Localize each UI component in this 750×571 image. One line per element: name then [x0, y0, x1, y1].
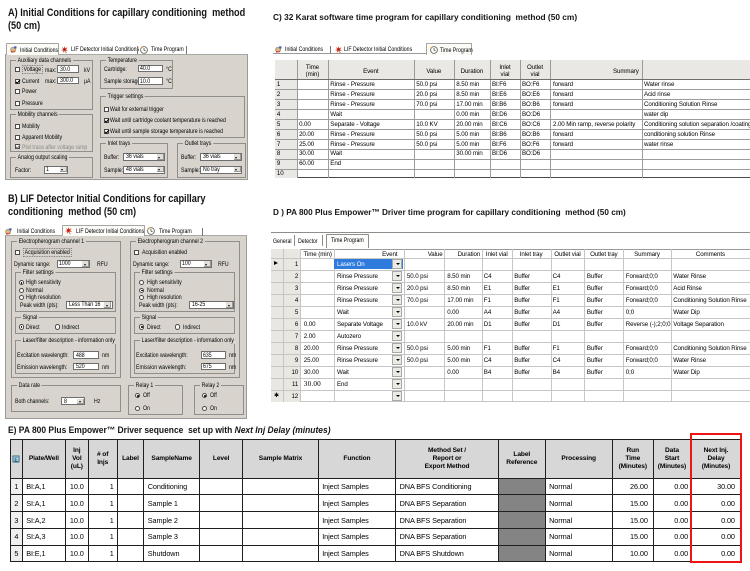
svg-text:E: E: [15, 457, 19, 463]
